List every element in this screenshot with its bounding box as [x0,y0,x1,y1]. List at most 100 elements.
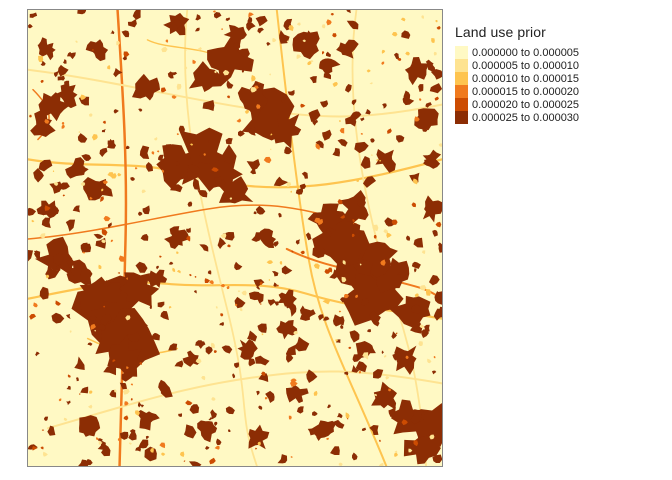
urban-speck [307,427,315,436]
land-use-speck [257,441,261,446]
land-use-speck [102,180,108,184]
land-use-speck [272,37,277,43]
urban-speck [430,68,442,80]
urban-speck [53,112,57,118]
urban-speck [301,171,308,179]
urban-patch [146,269,168,288]
urban-speck [241,69,245,73]
land-use-speck [288,415,292,420]
urban-speck [273,241,279,247]
urban-speck [411,304,421,314]
urban-speck [396,351,402,359]
urban-speck [130,176,135,181]
land-use-speck [220,283,226,288]
land-use-speck [171,95,177,99]
land-use-speck [114,389,117,393]
urban-speck [199,244,209,252]
urban-patch [312,420,337,439]
urban-speck [225,137,233,145]
land-use-speck [126,277,128,280]
land-use-speck [419,324,425,329]
land-use-speck [244,109,250,114]
land-use-speck [264,397,268,400]
land-use-speck [300,250,305,255]
urban-speck [315,433,325,442]
urban-speck [59,182,70,190]
land-use-speck [352,218,355,222]
urban-speck [170,184,183,193]
urban-patch [292,31,320,60]
land-use-speck [192,59,197,64]
land-use-speck [116,40,120,46]
land-use-speck [91,133,98,141]
urban-speck [295,239,300,245]
land-use-speck [405,355,409,359]
urban-speck [156,265,159,270]
land-use-speck [317,218,324,226]
land-use-speck [366,69,371,73]
land-use-speck [117,172,122,177]
land-use-speck [380,259,386,266]
urban-speck [251,232,261,242]
land-use-speck [141,189,147,194]
land-use-speck [261,371,266,376]
land-use-speck [342,260,346,265]
land-use-speck [326,19,332,26]
land-use-speck [296,22,301,26]
urban-speck [248,127,256,136]
land-use-speck [214,445,220,450]
urban-speck [65,219,76,232]
land-use-speck [90,323,96,330]
urban-speck [119,431,129,440]
scattered-patches [29,10,442,466]
urban-speck [295,187,304,195]
land-use-speck [94,329,96,332]
land-use-speck [427,358,432,364]
urban-speck [127,331,141,342]
land-use-speck [176,251,179,254]
land-use-speck [251,75,256,82]
land-use-speck [236,118,242,123]
land-use-speck [355,294,359,299]
urban-speck [96,324,107,331]
urban-patch [223,24,247,47]
urban-speck [137,401,142,408]
land-use-speck [100,196,104,203]
urban-speck [144,446,157,462]
land-use-speck [373,234,377,239]
urban-patch [35,236,73,276]
urban-speck [189,404,200,414]
urban-speck [66,313,71,319]
urban-patch [237,81,269,120]
land-use-speck [351,233,355,238]
urban-speck [247,330,258,342]
land-use-speck [58,398,62,402]
urban-speck [410,409,422,425]
urban-speck [99,147,108,157]
land-use-speck [220,313,224,317]
urban-speck [296,406,304,414]
land-use-speck [103,305,106,308]
land-use-speck [256,104,261,109]
urban-speck [168,343,178,351]
land-use-speck [139,362,142,365]
urban-speck [425,102,432,108]
land-use-speck [337,199,343,205]
land-use-speck [98,264,102,269]
land-use-speck [41,429,45,431]
urban-speck [312,411,318,417]
urban-speck [81,154,92,161]
land-use-speck [204,278,211,284]
land-use-speck [414,116,420,122]
urban-patch [307,203,347,234]
land-use-speck [31,219,35,223]
urban-speck [236,48,250,59]
map-legend: Land use prior 0.000000 to 0.000005 0.000… [455,24,579,124]
urban-patch [422,195,442,223]
land-use-speck [286,40,289,43]
land-use-speck [302,39,306,43]
urban-patch [273,111,302,149]
urban-speck [305,232,312,241]
land-use-speck [40,446,44,450]
urban-speck [277,454,288,464]
